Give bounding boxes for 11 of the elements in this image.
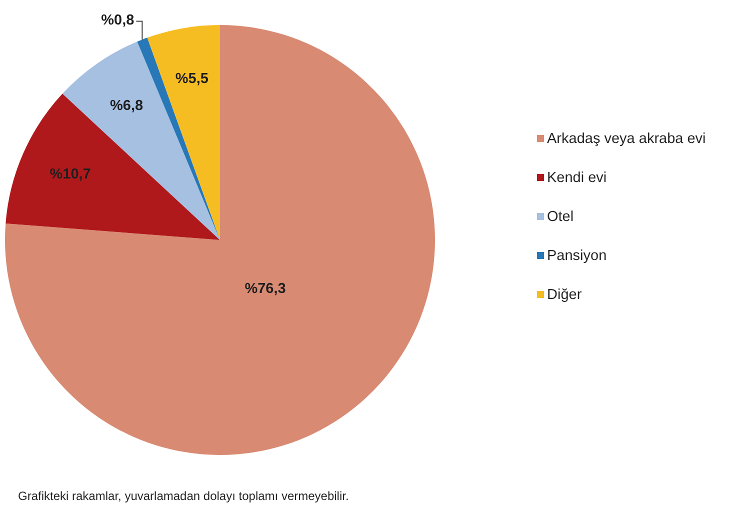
- legend-label: Kendi evi: [547, 170, 607, 186]
- data-label: %6,8: [110, 98, 144, 114]
- data-label: %76,3: [244, 280, 286, 297]
- text: Grafikteki rakamlar, yuvarlamadan dolayı toplamı vermeyebilir.: [18, 489, 349, 503]
- data-label: %10,7: [50, 166, 91, 182]
- legend-label: Pansiyon: [547, 248, 607, 264]
- legend-label: Arkadaş veya akraba evi: [547, 130, 706, 146]
- data-label: %0,8: [101, 12, 134, 28]
- legend-label: Diğer: [547, 286, 582, 302]
- legend-label: Otel: [547, 208, 574, 224]
- data-label: %5,5: [175, 71, 208, 88]
